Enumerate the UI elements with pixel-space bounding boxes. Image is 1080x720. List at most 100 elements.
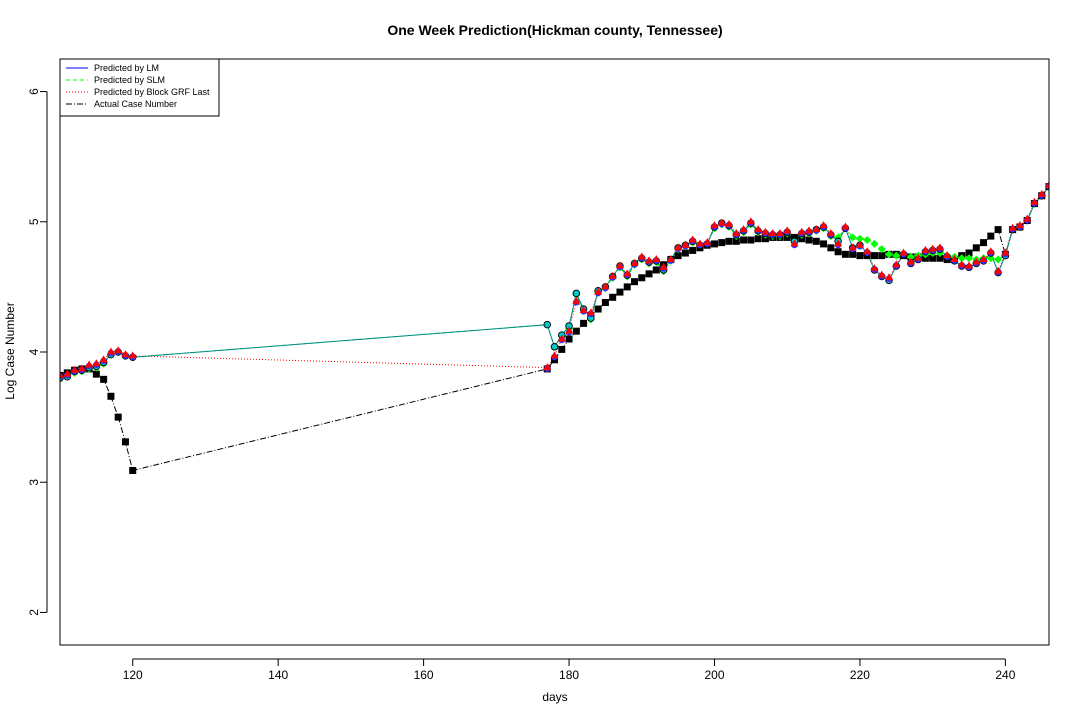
point-grf xyxy=(761,227,770,235)
point-grf xyxy=(586,308,595,316)
point-grf xyxy=(928,244,937,252)
point-lm xyxy=(572,289,581,298)
point-actual xyxy=(754,235,762,243)
point-actual xyxy=(652,266,660,274)
point-actual xyxy=(674,252,682,260)
point-actual xyxy=(681,249,689,257)
point-actual xyxy=(827,244,835,252)
point-actual xyxy=(732,237,740,245)
point-grf xyxy=(106,347,115,355)
point-slm xyxy=(965,254,974,263)
x-tick-label: 200 xyxy=(704,668,724,682)
point-grf xyxy=(565,326,574,334)
point-grf xyxy=(710,221,719,229)
point-actual xyxy=(987,232,995,240)
point-grf xyxy=(790,239,799,247)
x-axis-label: days xyxy=(542,690,567,704)
point-grf xyxy=(906,257,915,265)
point-grf xyxy=(826,228,835,236)
point-grf xyxy=(681,240,690,248)
point-actual xyxy=(812,237,820,245)
point-grf xyxy=(1001,248,1010,256)
y-tick-label: 2 xyxy=(27,609,41,616)
point-grf xyxy=(877,270,886,278)
point-actual xyxy=(929,254,937,262)
legend-label-slm: Predicted by SLM xyxy=(94,75,165,85)
point-grf xyxy=(70,365,79,373)
x-tick-label: 160 xyxy=(414,668,434,682)
point-actual xyxy=(856,252,864,260)
point-actual xyxy=(965,249,973,257)
point-actual xyxy=(121,438,129,446)
point-grf xyxy=(805,226,814,234)
point-slm xyxy=(994,255,1003,264)
point-grf xyxy=(812,225,821,233)
point-actual xyxy=(92,370,100,378)
point-slm xyxy=(885,250,894,259)
point-slm xyxy=(855,234,864,243)
point-grf xyxy=(659,262,668,270)
point-actual xyxy=(129,467,137,475)
point-actual xyxy=(740,236,748,244)
point-actual xyxy=(616,288,624,296)
point-grf xyxy=(85,360,94,368)
point-actual xyxy=(820,240,828,248)
point-slm xyxy=(986,254,995,263)
point-grf xyxy=(623,269,632,277)
chart-title: One Week Prediction(Hickman county, Tenn… xyxy=(387,22,722,38)
point-slm xyxy=(957,254,966,263)
point-actual xyxy=(100,375,108,383)
point-actual xyxy=(790,233,798,241)
point-actual xyxy=(725,237,733,245)
point-slm xyxy=(870,239,879,248)
point-actual xyxy=(630,278,638,286)
point-grf xyxy=(99,355,108,363)
point-grf xyxy=(957,260,966,268)
point-actual xyxy=(870,252,878,260)
point-grf xyxy=(92,359,101,367)
point-actual xyxy=(994,226,1002,234)
plot-area xyxy=(60,180,1049,475)
point-actual xyxy=(572,327,580,335)
point-slm xyxy=(877,245,886,254)
point-actual xyxy=(558,345,566,353)
point-actual xyxy=(594,305,602,313)
point-lm xyxy=(543,320,551,329)
point-grf xyxy=(797,227,806,235)
x-tick-label: 220 xyxy=(850,668,870,682)
point-grf xyxy=(986,247,995,255)
point-grf xyxy=(834,239,843,247)
point-grf xyxy=(739,225,748,233)
point-actual xyxy=(841,250,849,258)
point-actual xyxy=(747,236,755,244)
point-grf xyxy=(732,228,741,236)
x-tick-label: 120 xyxy=(123,668,143,682)
legend-label-actual: Actual Case Number xyxy=(94,99,177,109)
point-grf xyxy=(645,256,654,264)
point-grf xyxy=(572,296,581,304)
point-grf xyxy=(914,253,923,261)
point-grf xyxy=(615,261,624,269)
point-grf xyxy=(114,346,123,354)
point-grf xyxy=(1030,197,1039,205)
point-grf xyxy=(63,369,72,377)
y-tick-label: 3 xyxy=(27,479,41,486)
point-actual xyxy=(601,299,609,307)
point-grf xyxy=(921,245,930,253)
point-grf xyxy=(579,305,588,313)
point-grf xyxy=(594,287,603,295)
point-grf xyxy=(979,255,988,263)
point-actual xyxy=(972,244,980,252)
point-grf xyxy=(637,252,646,260)
point-grf xyxy=(543,363,552,371)
point-actual xyxy=(710,240,718,248)
point-grf xyxy=(768,228,777,236)
x-tick-label: 140 xyxy=(268,668,288,682)
legend: Predicted by LM Predicted by SLM Predicted… xyxy=(59,58,220,117)
point-actual xyxy=(936,254,944,262)
point-grf xyxy=(695,239,704,247)
point-actual xyxy=(980,239,988,247)
y-tick-label: 5 xyxy=(27,218,41,225)
point-grf xyxy=(863,247,872,255)
x-tick-label: 240 xyxy=(995,668,1015,682)
